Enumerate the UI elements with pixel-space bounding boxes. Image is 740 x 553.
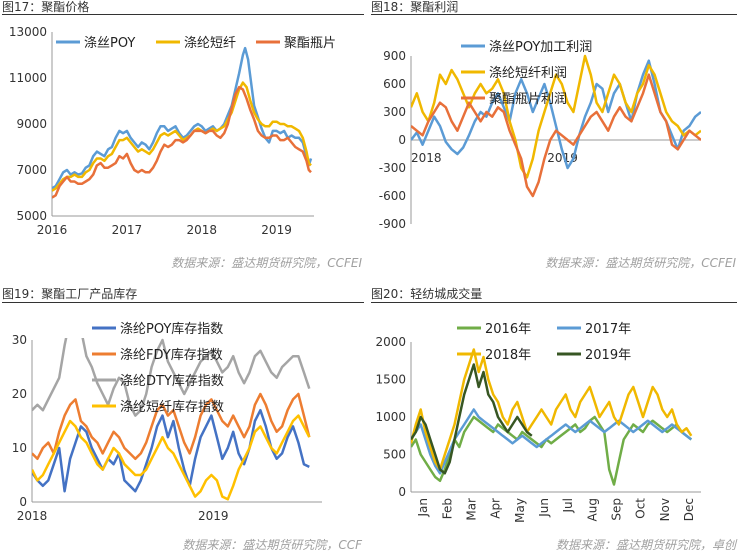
chart-textile-city-volume: 0 500 1000 1500 2000 Jan Feb Mar Apr May Jun Jul Aug… bbox=[375, 322, 701, 523]
panel4-title: 图20：轻纺城成交量 bbox=[371, 287, 483, 301]
y-tick-label: 1500 bbox=[375, 373, 406, 387]
panel2-rule bbox=[371, 14, 737, 15]
x-tick-label: May bbox=[513, 498, 527, 523]
y-tick-label: 0 bbox=[398, 485, 406, 499]
x-tick-label: 2018 bbox=[17, 509, 48, 523]
series-line-4 bbox=[32, 414, 311, 501]
x-tick-label: Oct bbox=[634, 498, 648, 519]
series-line-1 bbox=[52, 46, 313, 190]
legend-label: 聚酯瓶片 bbox=[284, 36, 336, 51]
y-tick-label: 0 bbox=[398, 133, 406, 147]
legend-label: 涤纶POY库存指数 bbox=[120, 321, 223, 337]
y-tick-label: 600 bbox=[383, 77, 406, 91]
y-tick-label: -300 bbox=[379, 161, 406, 175]
series-line-3 bbox=[32, 338, 311, 417]
panel2-title: 图18：聚酯利润 bbox=[371, 0, 459, 14]
x-tick-label: 2019 bbox=[261, 223, 292, 237]
x-tick-label: Sep bbox=[609, 498, 623, 521]
panel3-source: 数据来源：盛达期货研究院，CCF bbox=[182, 538, 362, 552]
legend-label: 2016年 bbox=[485, 322, 531, 337]
series-line-3 bbox=[52, 85, 312, 199]
panel4-rule bbox=[371, 302, 737, 303]
legend-label: 涤纶短纤库存指数 bbox=[120, 399, 224, 415]
series-line-4 bbox=[411, 363, 533, 475]
legend-label: 涤纶短纤利润 bbox=[489, 66, 567, 81]
x-tick-label: 2018 bbox=[411, 151, 442, 165]
y-tick-label: 30 bbox=[12, 333, 27, 347]
series-line-2 bbox=[411, 54, 701, 179]
legend-label: 涤丝POY bbox=[84, 36, 135, 51]
panel1-rule bbox=[2, 14, 364, 15]
series-line-2 bbox=[411, 408, 693, 475]
series-line-2 bbox=[52, 81, 312, 192]
x-tick-label: Mar bbox=[464, 498, 478, 521]
y-tick-label: 13000 bbox=[9, 25, 47, 39]
x-tick-label: 2018 bbox=[186, 223, 217, 237]
x-tick-label: Dec bbox=[682, 498, 696, 521]
panel2-source: 数据来源：盛达期货研究院，CCFEI bbox=[545, 256, 736, 270]
x-tick-label: 2017 bbox=[112, 223, 143, 237]
x-tick-label: Feb bbox=[440, 498, 454, 519]
legend-label: 涤丝POY加工利润 bbox=[489, 40, 592, 55]
legend-label: 涤纶短纤 bbox=[184, 36, 236, 51]
series-line-3 bbox=[411, 348, 693, 471]
y-tick-label: 10 bbox=[12, 441, 27, 455]
legend-label: 2018年 bbox=[485, 348, 531, 363]
x-tick-label: Apr bbox=[489, 498, 503, 519]
x-tick-label: Jul bbox=[561, 498, 575, 513]
y-tick-label: 2000 bbox=[375, 335, 406, 349]
panel1-title: 图17：聚酯价格 bbox=[2, 0, 90, 14]
series-line-1 bbox=[411, 59, 701, 170]
y-tick-label: 0 bbox=[19, 495, 27, 509]
legend-label: 涤纶DTY库存指数 bbox=[120, 373, 224, 389]
y-tick-label: 300 bbox=[383, 105, 406, 119]
series-line-1 bbox=[411, 415, 693, 486]
x-tick-label: 2019 bbox=[198, 509, 229, 523]
y-tick-label: 11000 bbox=[9, 71, 47, 85]
y-tick-label: -600 bbox=[379, 189, 406, 203]
x-tick-label: 2016 bbox=[37, 223, 68, 237]
y-tick-label: 5000 bbox=[16, 209, 47, 223]
x-tick-label: Jun bbox=[537, 498, 551, 518]
panel3-rule bbox=[2, 302, 364, 303]
panel4-source: 数据来源：盛达期货研究院，卓创 bbox=[555, 538, 736, 552]
legend-label: 聚酯瓶片利润 bbox=[489, 92, 567, 107]
series-line-3 bbox=[411, 73, 701, 198]
panel1-source: 数据来源：盛达期货研究院，CCFEI bbox=[171, 256, 362, 270]
x-tick-label: Aug bbox=[585, 498, 599, 521]
legend-label: 2017年 bbox=[585, 322, 631, 337]
y-tick-label: 20 bbox=[12, 387, 27, 401]
y-tick-label: 7000 bbox=[16, 163, 47, 177]
y-tick-label: 500 bbox=[383, 448, 406, 462]
chart-polyester-price: 5000 7000 9000 11000 13000 2016 2017 2018 2019 涤丝… bbox=[9, 25, 336, 237]
chart-polyester-inventory: 0 10 20 30 2018 2019 涤纶POY库存指数涤纶FDY库存指数涤纶DTY库存… bbox=[12, 321, 322, 523]
legend-label: 涤纶FDY库存指数 bbox=[120, 347, 223, 363]
y-tick-label: 9000 bbox=[16, 117, 47, 131]
y-tick-label: 900 bbox=[383, 49, 406, 63]
x-tick-label: Jan bbox=[416, 498, 430, 518]
legend-label: 2019年 bbox=[585, 348, 631, 363]
series-line-2 bbox=[32, 392, 311, 461]
x-tick-label: Nov bbox=[658, 498, 672, 521]
panel3-title: 图19：聚酯工厂产品库存 bbox=[2, 287, 138, 301]
y-tick-label: 1000 bbox=[375, 410, 406, 424]
y-tick-label: -900 bbox=[379, 217, 406, 231]
